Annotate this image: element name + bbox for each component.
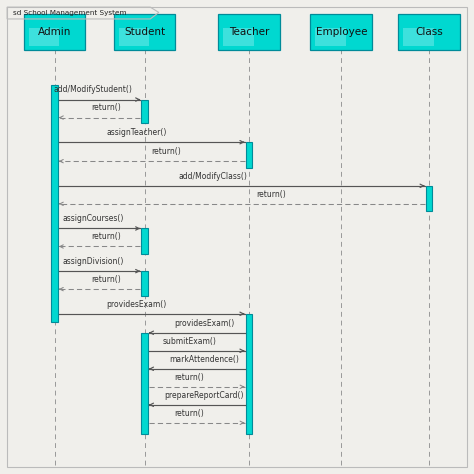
Text: sd School Management System: sd School Management System xyxy=(13,10,126,16)
Text: Admin: Admin xyxy=(38,27,71,37)
Text: assignCourses(): assignCourses() xyxy=(62,214,124,223)
Text: return(): return() xyxy=(152,147,182,156)
Text: Employee: Employee xyxy=(316,27,367,37)
Text: return(): return() xyxy=(256,190,286,199)
Text: Student: Student xyxy=(124,27,165,37)
Bar xyxy=(218,14,280,50)
Bar xyxy=(51,85,58,322)
Text: return(): return() xyxy=(91,103,121,112)
Text: assignTeacher(): assignTeacher() xyxy=(107,128,167,137)
Bar xyxy=(141,100,148,123)
Bar xyxy=(118,27,149,46)
Text: return(): return() xyxy=(174,373,204,382)
Bar xyxy=(403,27,434,46)
Text: assignDivision(): assignDivision() xyxy=(62,257,124,266)
Bar xyxy=(141,228,148,254)
Bar xyxy=(246,314,252,434)
Text: submitExam(): submitExam() xyxy=(162,337,216,346)
Bar xyxy=(114,14,175,50)
Text: providesExam(): providesExam() xyxy=(107,300,167,309)
Text: markAttendence(): markAttendence() xyxy=(169,355,239,364)
Text: add/ModifyStudent(): add/ModifyStudent() xyxy=(54,85,132,94)
Text: return(): return() xyxy=(174,409,204,418)
Bar xyxy=(426,186,432,211)
Text: prepareReportCard(): prepareReportCard() xyxy=(164,391,244,400)
Text: providesExam(): providesExam() xyxy=(174,319,235,328)
Bar xyxy=(310,14,372,50)
Text: add/ModifyClass(): add/ModifyClass() xyxy=(178,172,247,181)
Bar xyxy=(246,142,252,168)
Bar xyxy=(223,27,254,46)
Bar xyxy=(141,333,148,434)
Bar xyxy=(28,27,59,46)
Text: Teacher: Teacher xyxy=(228,27,269,37)
Text: return(): return() xyxy=(91,275,121,284)
Text: return(): return() xyxy=(91,232,121,241)
Bar xyxy=(398,14,460,50)
Text: Class: Class xyxy=(415,27,443,37)
Bar xyxy=(141,271,148,296)
Bar xyxy=(24,14,85,50)
Bar xyxy=(315,27,346,46)
